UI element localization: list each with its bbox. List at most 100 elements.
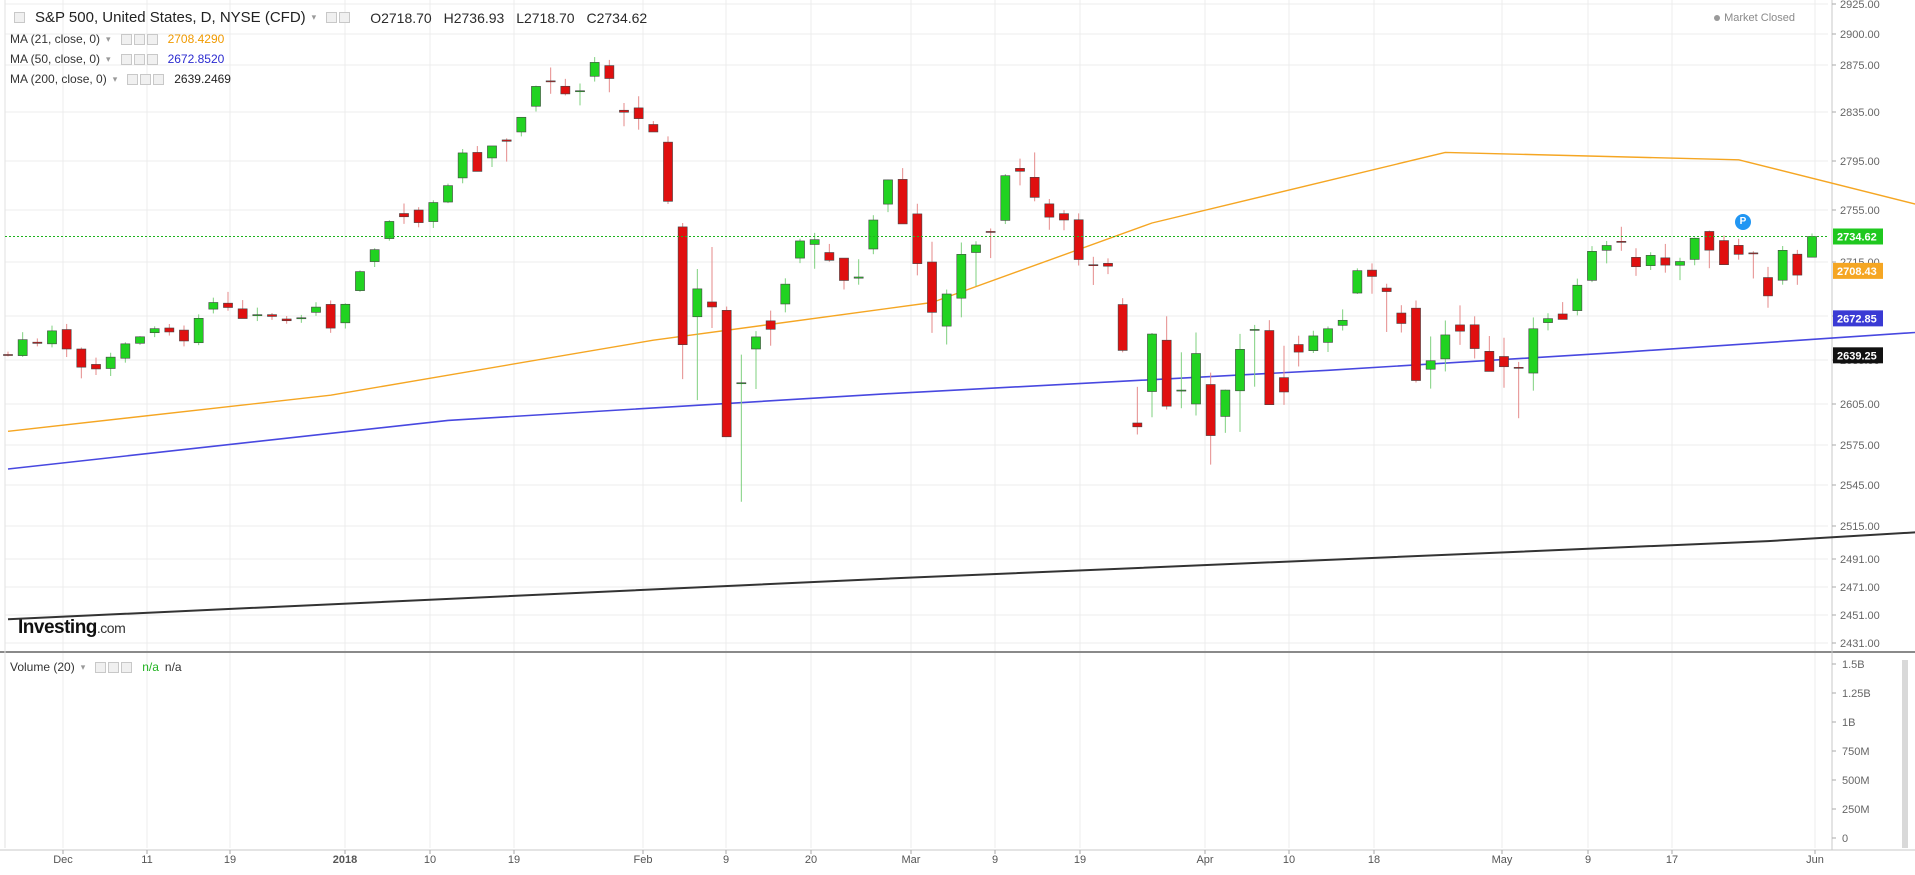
volume-legend[interactable]: Volume (20) ▾ n/a n/a (10, 660, 182, 674)
candle-body (795, 240, 805, 259)
indicator-controls[interactable] (127, 73, 165, 85)
indicator-value: 2708.4290 (167, 32, 225, 46)
price-tick-label: 2471.00 (1840, 582, 1880, 594)
price-axis: 2431.00 2451.00 2471.00 2491.00 2515.00 2545.… (1832, 0, 1880, 650)
candle-body (1352, 270, 1363, 294)
candle-body (1235, 349, 1245, 392)
candle-body (1601, 245, 1612, 251)
time-tick-label: 2018 (333, 854, 357, 866)
candle-body (912, 213, 923, 264)
candle-body (971, 244, 981, 253)
candle-body (516, 116, 527, 133)
candle-body (1279, 377, 1289, 393)
candle-body (135, 336, 145, 344)
ma200-tag-label: 2639.25 (1837, 350, 1877, 362)
candle-body (1337, 319, 1348, 326)
time-tick-label: 17 (1666, 854, 1678, 866)
candle-body (1411, 307, 1421, 381)
time-tick-label: 9 (1585, 854, 1591, 866)
candle-body (765, 320, 776, 330)
low-value: L2718.70 (516, 9, 575, 26)
indicator-ma50[interactable]: MA (50, close, 0) ▾ 2672.8520 (10, 52, 224, 66)
candle-body (1073, 219, 1084, 260)
ma50-tag-label: 2672.85 (1837, 313, 1877, 325)
chevron-down-icon[interactable]: ▾ (112, 73, 118, 84)
candle-body (223, 302, 233, 308)
candle-body (1675, 261, 1685, 266)
market-status: Market Closed (1714, 12, 1795, 24)
time-axis: Dec 11 19 2018 10 19 Feb 9 20 Mar 9 19 Apr 10 18 May 9 17… (53, 850, 1824, 866)
candle-body (1147, 333, 1157, 392)
candle-body (193, 318, 204, 344)
candle-body (1572, 284, 1583, 311)
candle-body (780, 283, 791, 305)
candle-body (897, 179, 908, 225)
candle-body (1132, 422, 1143, 428)
price-tick-label: 2451.00 (1840, 610, 1880, 622)
volume-label: Volume (20) (10, 660, 75, 674)
candle-body (1220, 389, 1231, 417)
candle-body (252, 314, 263, 317)
candle-body (105, 356, 116, 369)
event-marker[interactable]: P (1735, 214, 1751, 230)
candle-body (1660, 257, 1671, 266)
ma50-line (7, 331, 1915, 470)
candle-body (941, 293, 952, 327)
candle-body (751, 336, 761, 350)
candle-body (1161, 339, 1172, 407)
candle-body (1528, 328, 1539, 374)
open-value: O2718.70 (370, 9, 432, 26)
candle-body (633, 107, 644, 119)
chevron-down-icon[interactable]: ▾ (106, 33, 111, 44)
indicator-controls[interactable] (120, 53, 158, 65)
ma200-tag-bg (1833, 347, 1883, 364)
volume-tick-label: 0 (1842, 833, 1848, 845)
candle-body (883, 179, 893, 205)
candle-body (443, 185, 453, 203)
time-tick-label: 11 (141, 854, 152, 866)
price-tick-label: 2835.00 (1840, 107, 1880, 119)
candle-body (1044, 203, 1055, 218)
indicator-label: MA (21, close, 0) (10, 32, 101, 46)
indicator-label: MA (50, close, 0) (10, 52, 101, 66)
volume-tick-label: 1B (1842, 717, 1855, 729)
candle-body (267, 314, 277, 317)
collapse-button[interactable] (14, 12, 25, 23)
candle-body (809, 239, 820, 245)
brand-name: Investing (18, 617, 97, 638)
candle-body (736, 382, 747, 385)
indicator-ma21[interactable]: MA (21, close, 0) ▾ 2708.4290 (10, 32, 224, 46)
time-tick-label: 20 (805, 854, 817, 866)
indicator-ma200[interactable]: MA (200, close, 0) ▾ 2639.2469 (10, 72, 231, 86)
ohlc-readout: O2718.70 H2736.93 L2718.70 C2734.62 (370, 10, 655, 26)
candle-body (1557, 313, 1568, 320)
candle-body (457, 152, 468, 179)
candle-body (164, 327, 175, 333)
price-pane (5, 0, 1828, 650)
candle-body (32, 341, 43, 344)
indicator-controls[interactable] (120, 33, 158, 45)
candles (3, 57, 1817, 502)
price-tick-label: 2605.00 (1840, 399, 1880, 411)
series-controls[interactable] (326, 12, 351, 23)
candle-body (340, 303, 351, 324)
candle-body (179, 329, 189, 342)
candle-body (1499, 356, 1509, 368)
price-tick-label: 2900.00 (1840, 29, 1880, 41)
candle-body (1088, 264, 1099, 267)
candle-body (355, 271, 365, 291)
status-dot-icon (1714, 15, 1721, 22)
last-price-tag-label: 2734.62 (1837, 231, 1877, 243)
chevron-down-icon[interactable]: ▾ (80, 661, 86, 672)
time-tick-label: 19 (1074, 854, 1086, 866)
volume-controls[interactable] (95, 661, 133, 673)
candle-body (1484, 351, 1495, 372)
chevron-down-icon[interactable]: ▾ (106, 53, 111, 64)
candle-body (237, 308, 248, 319)
price-tick-label: 2575.00 (1840, 440, 1880, 452)
time-tick-label: Apr (1196, 854, 1213, 866)
chevron-down-icon[interactable]: ▾ (311, 12, 317, 22)
candle-body (61, 329, 72, 350)
